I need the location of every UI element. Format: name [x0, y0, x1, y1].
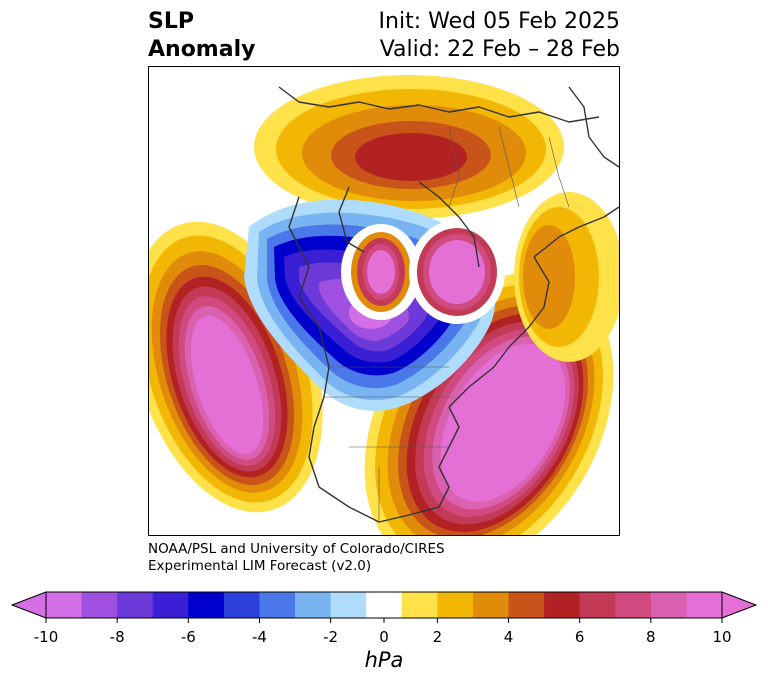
- colorbar-tick-label: -2: [323, 628, 339, 646]
- anomaly-map: [148, 66, 620, 536]
- forecast-dates: Init: Wed 05 Feb 2025 Valid: 22 Feb – 28…: [300, 8, 620, 64]
- eurasian-high-anomaly: [254, 75, 619, 362]
- map-title: SLP Anomaly: [148, 8, 255, 64]
- colorbar-tick-label: 2: [432, 628, 443, 646]
- colorbar-segment: [472, 592, 510, 618]
- colorbar-segment: [615, 592, 652, 618]
- colorbar-segment: [544, 592, 581, 618]
- colorbar-segment: [401, 592, 438, 618]
- colorbar: [0, 590, 768, 630]
- coastlines: [278, 86, 619, 523]
- colorbar-segment: [686, 592, 723, 618]
- colorbar-segment: [117, 592, 154, 618]
- arctic-interior-highs: [341, 220, 505, 324]
- borders: [324, 126, 570, 522]
- colorbar-tick-label: -6: [180, 628, 196, 646]
- colorbar-segment: [188, 592, 225, 618]
- title-line-1: SLP: [148, 9, 194, 34]
- credit-line-2: Experimental LIM Forecast (v2.0): [148, 558, 372, 574]
- colorbar-tick-label: 4: [503, 628, 514, 646]
- colorbar-segment: [330, 592, 367, 618]
- colorbar-tick-label: -4: [251, 628, 267, 646]
- colorbar-low-extend: [10, 591, 47, 619]
- colorbar-segment: [650, 592, 687, 618]
- colorbar-segment: [508, 592, 545, 618]
- colorbar-segment: [295, 592, 332, 618]
- valid-range: Valid: 22 Feb – 28 Feb: [379, 37, 620, 62]
- colorbar-tick-label: 8: [646, 628, 656, 646]
- init-date: Init: Wed 05 Feb 2025: [378, 9, 620, 34]
- colorbar-tick-label: 10: [712, 628, 732, 646]
- colorbar-tick-label: -8: [109, 628, 125, 646]
- colorbar-segment: [259, 592, 296, 618]
- title-line-2: Anomaly: [148, 37, 256, 62]
- colorbar-segment: [81, 592, 118, 618]
- colorbar-tick-label: -10: [33, 628, 59, 646]
- colorbar-high-extend: [721, 591, 758, 619]
- colorbar-segment: [437, 592, 474, 618]
- credit-line-1: NOAA/PSL and University of Colorado/CIRE…: [148, 541, 445, 557]
- colorbar-segment: [366, 592, 403, 618]
- colorbar-tick-label: 0: [379, 628, 389, 646]
- colorbar-segment: [223, 592, 260, 618]
- colorbar-segment: [579, 592, 616, 618]
- colorbar-tick-label: 6: [574, 628, 585, 646]
- pacific-high-anomaly: [149, 221, 323, 513]
- colorbar-unit: hPa: [364, 648, 404, 672]
- data-credit: NOAA/PSL and University of Colorado/CIRE…: [148, 541, 445, 575]
- colorbar-segment: [152, 592, 189, 618]
- colorbar-segment: [46, 592, 83, 618]
